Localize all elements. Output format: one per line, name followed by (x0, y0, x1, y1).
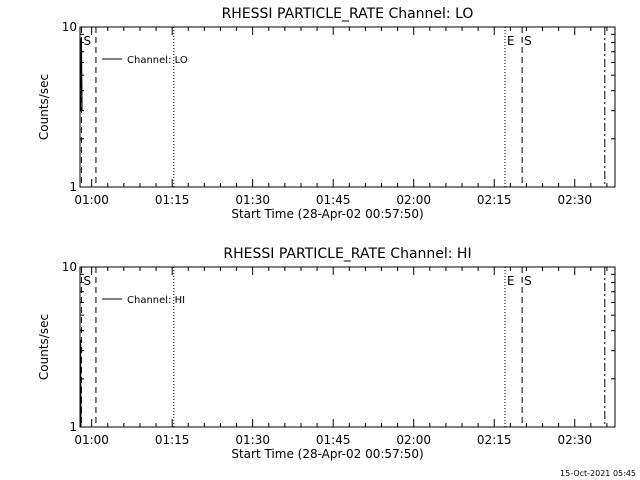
x-tick-label: 02:30 (557, 433, 592, 447)
plot-frame (79, 266, 616, 428)
x-tick-label: 02:30 (557, 193, 592, 207)
x-axis-label: Start Time (28-Apr-02 00:57:50) (231, 207, 423, 221)
x-tick-label: 02:00 (396, 433, 431, 447)
x-tick-label: 01:30 (235, 433, 270, 447)
y-axis-label: Counts/sec (37, 74, 51, 140)
x-tick-label: 01:00 (74, 433, 109, 447)
chart-title: RHESSI PARTICLE_RATE Channel: HI (223, 246, 471, 262)
x-tick-label: 02:15 (477, 433, 512, 447)
y-tick-label: 1 (69, 180, 77, 194)
series-line-channel-hi (79, 339, 82, 428)
y-tick-label: 1 (69, 420, 77, 434)
event-marker-label: S (83, 34, 91, 48)
x-tick-label: 02:15 (477, 193, 512, 207)
y-axis-label: Counts/sec (37, 314, 51, 380)
panel-lo-channel: RHESSI PARTICLE_RATE Channel: LO 01:00 01:… (37, 6, 616, 221)
series-line-channel-lo (79, 38, 83, 111)
y-tick-label: 10 (62, 20, 77, 34)
event-marker-label: E (507, 274, 515, 288)
x-axis-label: Start Time (28-Apr-02 00:57:50) (231, 447, 423, 461)
panel-hi-channel: RHESSI PARTICLE_RATE Channel: HI 01:00 01:… (37, 246, 616, 461)
footer-timestamp: 15-Oct-2021 05:45 (560, 469, 636, 478)
event-marker-label: S (524, 34, 532, 48)
event-marker-label: S (83, 274, 91, 288)
x-tick-label: 01:00 (74, 193, 109, 207)
legend-entry: Channel: HI (127, 295, 185, 306)
x-tick-label: 02:00 (396, 193, 431, 207)
plot-frame (79, 26, 616, 188)
y-tick-label: 10 (62, 260, 77, 274)
x-tick-label: 01:45 (316, 433, 351, 447)
legend-entry: Channel: LO (127, 55, 188, 66)
x-tick-label: 01:15 (155, 433, 190, 447)
event-marker-label: E (507, 34, 515, 48)
chart-title: RHESSI PARTICLE_RATE Channel: LO (222, 6, 474, 22)
x-tick-label: 01:15 (155, 193, 190, 207)
x-tick-label: 01:45 (316, 193, 351, 207)
x-tick-label: 01:30 (235, 193, 270, 207)
event-marker-label: S (524, 274, 532, 288)
